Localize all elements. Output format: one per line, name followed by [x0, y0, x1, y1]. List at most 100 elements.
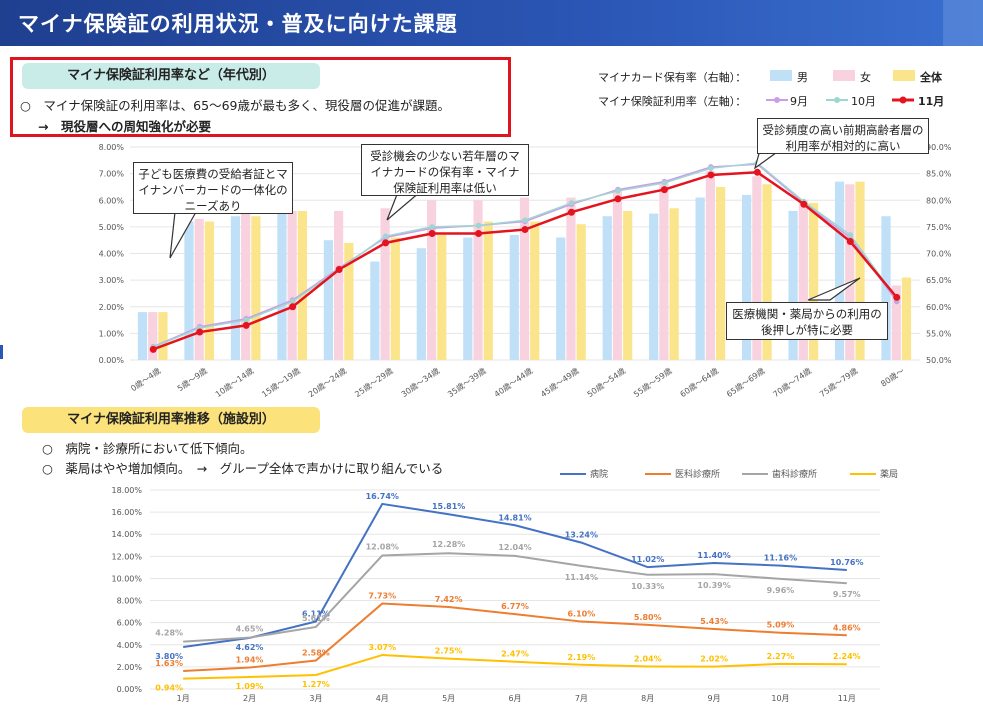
series-point-nov — [242, 321, 250, 329]
x-tick-label: 10月 — [771, 694, 789, 703]
series-point-oct — [429, 224, 435, 230]
series-point-nov — [660, 186, 668, 194]
series-point-oct — [522, 217, 528, 224]
right-tick-label: 65.0% — [926, 276, 952, 285]
series-point-nov — [521, 226, 529, 234]
data-label: 11.40% — [697, 551, 730, 560]
section1-sub: → 現役層への周知強化が必要 — [38, 119, 211, 134]
section1-heading: マイナ保険証利用率など（年代別） — [22, 63, 320, 89]
legend-female-swatch — [833, 70, 855, 81]
data-label: 12.08% — [366, 542, 399, 551]
right-tick-label: 90.0% — [926, 143, 952, 152]
series-point-nov — [196, 328, 204, 336]
series-point-oct — [754, 160, 761, 166]
series-point-nov — [428, 230, 436, 238]
data-label: 10.33% — [631, 582, 664, 591]
legend-lines — [766, 96, 914, 104]
category-label: 55歳～59歳 — [631, 365, 673, 399]
series-point-nov — [614, 195, 622, 203]
series-point-nov — [893, 293, 901, 301]
bar-male — [881, 216, 891, 360]
x-tick-label: 11月 — [838, 694, 856, 703]
data-label: 1.94% — [236, 656, 264, 665]
data-label: 2.27% — [767, 652, 795, 661]
bar-male — [230, 216, 241, 360]
page-title: マイナ保険証の利用状況・普及に向けた課題 — [18, 12, 458, 36]
bar-total — [344, 242, 354, 360]
data-label: 1.09% — [236, 682, 264, 691]
data-label: 9.96% — [767, 586, 795, 595]
legend-label: 医科診療所 — [675, 468, 720, 480]
series-line — [183, 552, 847, 643]
series-point-nov — [335, 265, 343, 273]
data-label: 2.75% — [435, 647, 463, 656]
legend-label: 病院 — [590, 468, 608, 480]
data-label: 6.11% — [302, 609, 330, 618]
callout-medical: 医療機関・薬局からの利用の後押しが特に必要 — [726, 302, 888, 340]
x-tick-label: 6月 — [508, 694, 521, 703]
bar-male — [602, 216, 612, 360]
y-tick-label: 6.00% — [117, 619, 143, 628]
data-label: 5.09% — [767, 621, 795, 630]
data-label: 7.73% — [368, 592, 396, 601]
data-label: 11.14% — [565, 573, 598, 582]
bar-female — [891, 285, 901, 360]
y-tick-label: 8.00% — [117, 597, 143, 606]
data-label: 9.57% — [833, 590, 861, 599]
bar-female — [566, 197, 576, 360]
bar-total — [762, 184, 772, 360]
bar-total — [669, 208, 679, 360]
data-label: 3.07% — [368, 643, 396, 652]
bar-female — [659, 181, 669, 360]
left-tick-label: 2.00% — [99, 303, 125, 312]
y-tick-label: 0.00% — [117, 685, 143, 694]
series-point-nov — [382, 239, 390, 247]
series-point-nov — [707, 171, 715, 179]
y-tick-label: 12.00% — [111, 552, 142, 561]
data-label: 10.76% — [830, 558, 863, 567]
data-label: 2.04% — [634, 654, 662, 663]
left-tick-label: 4.00% — [99, 250, 125, 259]
series-point-nov — [846, 238, 854, 246]
bar-total — [715, 186, 726, 360]
data-label: 6.10% — [567, 610, 595, 619]
callout-elderly: 受診頻度の高い前期高齢者層の利用率が相対的に高い — [757, 118, 929, 154]
left-tick-label: 0.00% — [99, 356, 125, 365]
data-label: 11.16% — [764, 554, 797, 563]
data-label: 1.27% — [302, 680, 330, 689]
right-tick-label: 70.0% — [926, 250, 952, 259]
category-label: 45歳～49歳 — [539, 365, 581, 399]
x-tick-label: 7月 — [575, 694, 588, 703]
data-label: 15.81% — [432, 502, 465, 511]
bar-total — [437, 234, 447, 360]
left-tick-label: 3.00% — [99, 276, 125, 285]
bar-male — [184, 221, 194, 360]
data-label: 13.24% — [565, 531, 598, 540]
callout-children: 子ども医療費の受給者証とマイナンバーカードの一体化のニーズあり — [133, 162, 293, 214]
y-tick-label: 2.00% — [117, 663, 143, 672]
series-point-nov — [475, 230, 483, 238]
callout-young: 受診機会の少ない若年層のマイナカードの保有率・マイナ保険証利用率は低い — [361, 144, 529, 196]
bar-female — [334, 210, 344, 360]
data-label: 3.80% — [155, 652, 183, 661]
legend-nov: 11月 — [918, 95, 945, 108]
category-label: 15歳～19歳 — [260, 365, 302, 399]
series-point-nov — [289, 303, 297, 311]
left-tick-label: 6.00% — [99, 196, 125, 205]
bar-total — [390, 237, 400, 360]
data-label: 12.04% — [498, 543, 531, 552]
legend-female: 女 — [860, 71, 871, 84]
bar-male — [323, 240, 334, 360]
bar-male — [509, 234, 519, 360]
series-line — [183, 654, 847, 680]
bar-total — [158, 312, 168, 360]
data-label: 2.47% — [501, 650, 529, 659]
bar-total — [297, 210, 307, 360]
bar-male — [370, 261, 380, 360]
x-tick-label: 5月 — [442, 694, 455, 703]
right-tick-label: 55.0% — [926, 329, 952, 338]
series-point-oct — [382, 233, 389, 239]
category-label: 20歳～24歳 — [306, 365, 348, 399]
data-label: 14.81% — [498, 513, 531, 522]
legend-label: 歯科診療所 — [772, 468, 817, 480]
